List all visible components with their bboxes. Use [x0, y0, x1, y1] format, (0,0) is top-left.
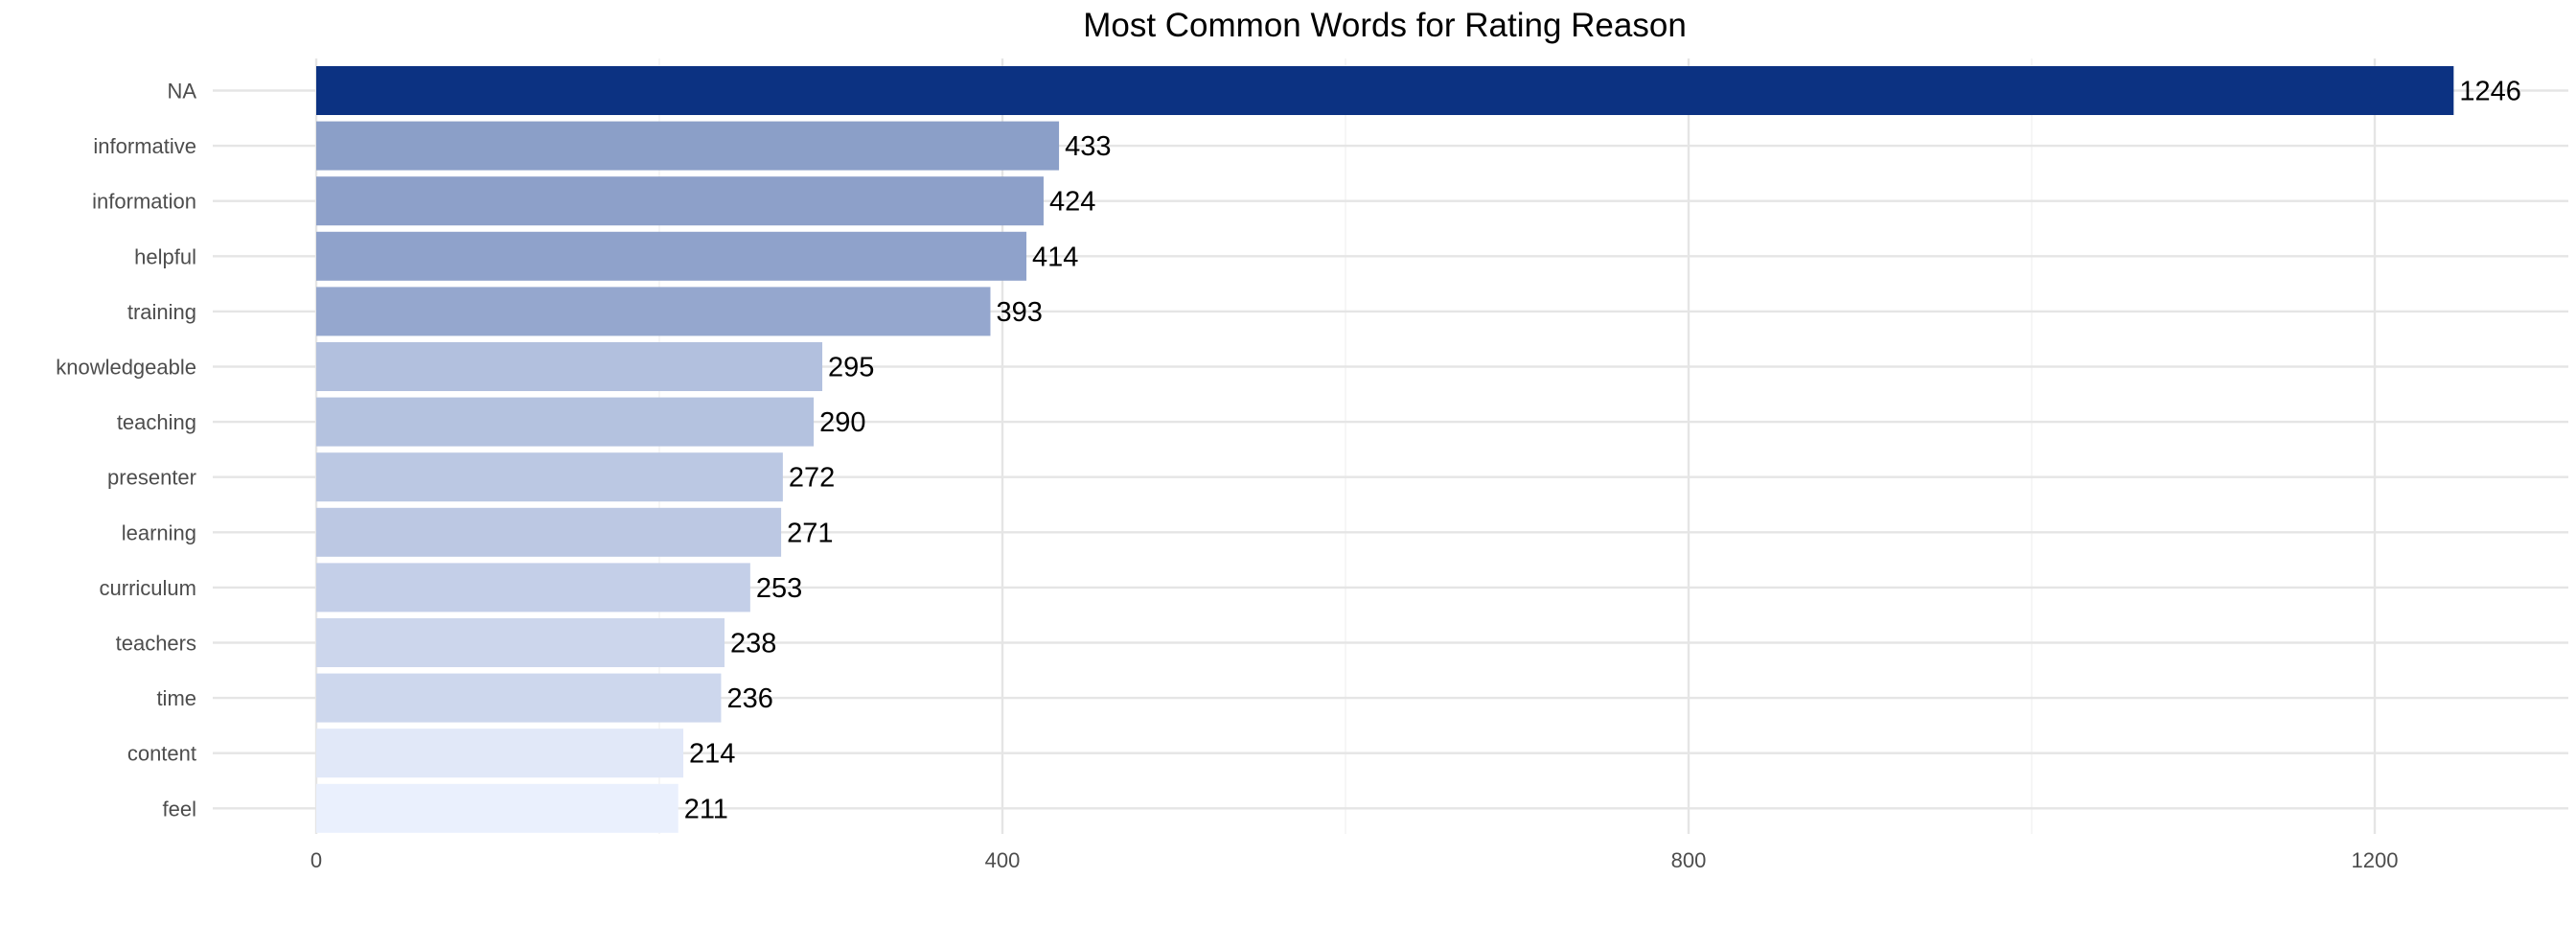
- category-label: presenter: [107, 466, 196, 490]
- bar-feel: [316, 783, 678, 833]
- x-tick-label: 400: [985, 848, 1021, 872]
- value-label: 271: [787, 518, 833, 548]
- category-label: teachers: [116, 632, 196, 656]
- value-label: 414: [1032, 242, 1078, 272]
- bar-knowledgeable: [316, 342, 823, 391]
- bar-helpful: [316, 231, 1027, 281]
- category-label: curriculum: [100, 576, 196, 600]
- bar-time: [316, 673, 722, 723]
- category-label: helpful: [134, 244, 196, 268]
- bar-learning: [316, 507, 782, 557]
- bar-teaching: [316, 397, 815, 447]
- bar-content: [316, 728, 684, 778]
- category-label: NA: [167, 80, 196, 104]
- value-label: 433: [1065, 131, 1111, 162]
- category-label: training: [127, 300, 196, 324]
- category-label: content: [127, 742, 196, 766]
- value-label: 1246: [2459, 77, 2521, 107]
- x-tick-label: 1200: [2352, 848, 2399, 872]
- category-label: time: [156, 686, 196, 710]
- value-label: 253: [756, 573, 802, 604]
- value-label: 393: [996, 297, 1042, 328]
- value-label: 238: [730, 629, 776, 659]
- value-label: 211: [684, 794, 728, 824]
- x-tick-label: 800: [1671, 848, 1707, 872]
- bar-teachers: [316, 618, 725, 667]
- bar-presenter: [316, 452, 783, 502]
- category-label: learning: [122, 520, 196, 544]
- bar-training: [316, 287, 991, 336]
- bar-informative: [316, 121, 1060, 171]
- x-axis-ticks: 0 400 800 1200: [310, 848, 2399, 872]
- category-label: informative: [93, 134, 196, 158]
- value-label: 424: [1049, 187, 1095, 218]
- value-label: 295: [828, 353, 874, 383]
- bar-information: [316, 176, 1044, 226]
- value-label: 290: [819, 407, 865, 438]
- bar-NA: [316, 66, 2454, 115]
- category-label: teaching: [117, 410, 196, 434]
- bar-curriculum: [316, 563, 750, 613]
- x-tick-label: 0: [310, 848, 322, 872]
- bars: [316, 66, 2454, 833]
- category-label: feel: [163, 797, 196, 821]
- category-axis: NA informative information helpful training k…: [56, 80, 196, 821]
- category-label: information: [92, 190, 196, 214]
- value-label: 272: [789, 463, 835, 494]
- value-label: 236: [726, 683, 772, 714]
- chart-title: Most Common Words for Rating Reason: [1083, 7, 1687, 44]
- category-label: knowledgeable: [56, 356, 196, 380]
- value-label: 214: [689, 739, 735, 770]
- value-labels: 1246 433 424 414 393 295 290 272 271 253 238 236 214…: [684, 77, 2521, 825]
